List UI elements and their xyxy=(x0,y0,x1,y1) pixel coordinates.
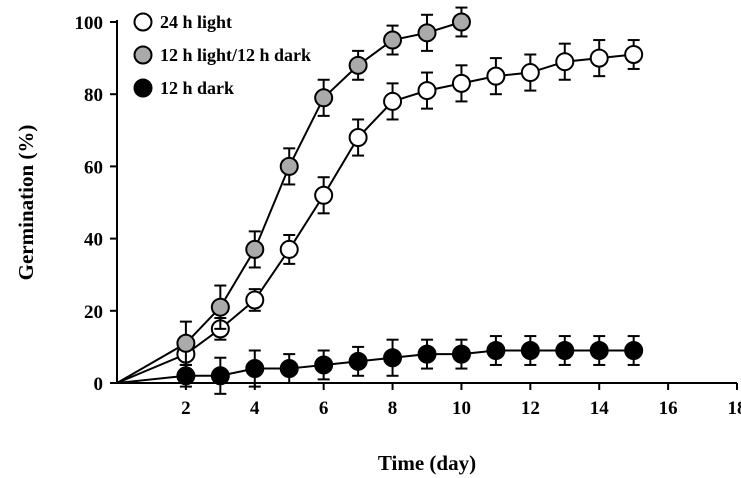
data-point xyxy=(589,341,609,361)
data-point xyxy=(486,341,506,361)
legend-label: 12 h dark xyxy=(160,78,234,98)
x-tick-label: 12 xyxy=(521,398,540,419)
legend-marker xyxy=(133,12,153,32)
data-point xyxy=(210,366,230,386)
legend-label: 24 h light xyxy=(160,12,232,32)
data-point xyxy=(245,290,265,310)
x-tick-label: 10 xyxy=(452,398,471,419)
x-tick-label: 2 xyxy=(181,398,191,419)
legend-label: 12 h light/12 h dark xyxy=(160,45,311,65)
y-tick-label: 40 xyxy=(84,230,103,251)
series-line xyxy=(116,21,462,384)
data-point xyxy=(383,348,403,368)
data-point xyxy=(314,355,334,375)
data-point xyxy=(451,12,471,32)
x-tick-label: 6 xyxy=(319,398,329,419)
data-point xyxy=(348,351,368,371)
x-axis-title: Time (day) xyxy=(378,451,476,475)
legend-marker xyxy=(133,78,153,98)
data-point xyxy=(245,359,265,379)
data-point xyxy=(314,88,334,108)
data-point xyxy=(624,44,644,64)
legend-entry: 12 h dark xyxy=(133,78,234,98)
y-tick-label: 80 xyxy=(84,85,103,106)
data-point xyxy=(245,239,265,259)
data-point xyxy=(555,341,575,361)
data-point xyxy=(417,81,437,101)
data-point xyxy=(210,297,230,317)
data-point xyxy=(279,239,299,259)
x-tick-label: 18 xyxy=(728,398,741,419)
data-point xyxy=(348,128,368,148)
x-tick-label: 4 xyxy=(250,398,260,419)
axes: 2 4 6 8 10 12 14 16 18 0 20 40 60 80 100 xyxy=(75,13,741,419)
legend-marker xyxy=(133,45,153,65)
y-tick-label: 20 xyxy=(84,302,103,323)
series-layer xyxy=(116,6,644,395)
data-point xyxy=(624,341,644,361)
data-point xyxy=(520,341,540,361)
x-tick-label: 14 xyxy=(590,398,610,419)
y-tick-label: 60 xyxy=(84,157,103,178)
y-tick-label: 0 xyxy=(94,374,104,395)
data-point xyxy=(176,333,196,353)
data-point xyxy=(279,156,299,176)
data-point xyxy=(451,73,471,93)
x-tick-label: 16 xyxy=(659,398,678,419)
data-point xyxy=(555,52,575,72)
series-1 xyxy=(116,6,471,384)
data-point xyxy=(348,55,368,75)
series-2 xyxy=(116,335,644,395)
data-point xyxy=(383,91,403,111)
data-point xyxy=(589,48,609,68)
data-point xyxy=(451,344,471,364)
legend-entry: 24 h light xyxy=(133,12,232,32)
data-point xyxy=(417,344,437,364)
data-point xyxy=(383,30,403,50)
data-point xyxy=(279,359,299,379)
data-point xyxy=(417,23,437,43)
data-point xyxy=(520,63,540,83)
y-tick-label: 100 xyxy=(75,13,104,34)
legend-entry: 12 h light/12 h dark xyxy=(133,45,311,65)
legend: 24 h light 12 h light/12 h dark 12 h dark xyxy=(133,12,311,98)
data-point xyxy=(176,366,196,386)
data-point xyxy=(314,185,334,205)
y-axis-title: Germination (%) xyxy=(14,125,38,281)
x-tick-label: 8 xyxy=(388,398,398,419)
data-point xyxy=(486,66,506,86)
